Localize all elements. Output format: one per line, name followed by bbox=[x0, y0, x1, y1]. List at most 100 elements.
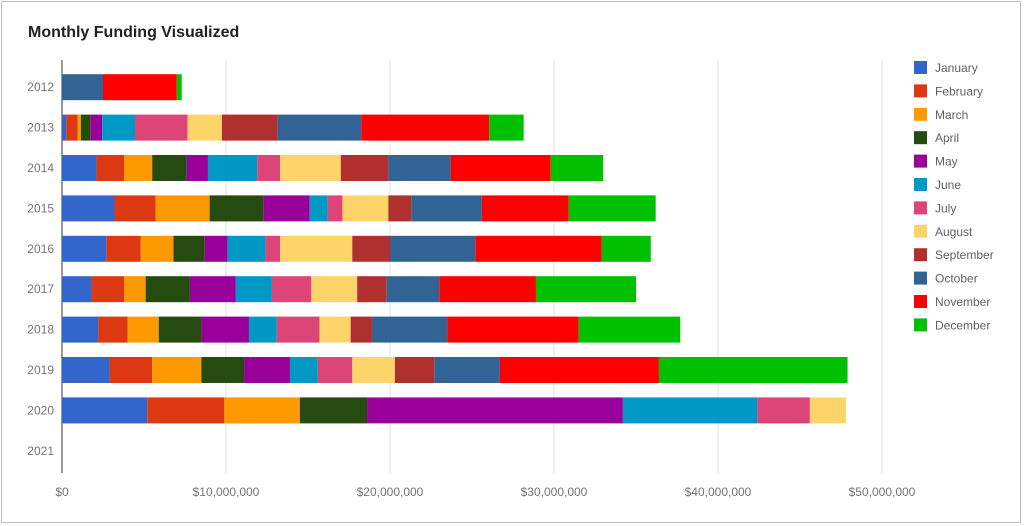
legend-swatch bbox=[914, 295, 927, 308]
bar-segment bbox=[265, 235, 281, 262]
bar-segment bbox=[102, 114, 135, 141]
x-tick-label: $10,000,000 bbox=[193, 485, 260, 499]
legend-swatch bbox=[914, 318, 927, 332]
bar-segment bbox=[207, 155, 258, 181]
bar-segment bbox=[257, 155, 281, 181]
bar-segment bbox=[568, 195, 656, 222]
bar-segment bbox=[475, 235, 602, 262]
bar-segment bbox=[350, 316, 372, 343]
bar-segment bbox=[757, 397, 810, 424]
bar-segment bbox=[62, 316, 99, 343]
legend-swatch bbox=[914, 84, 927, 98]
legend-label: September bbox=[935, 248, 994, 262]
bar-segment bbox=[66, 114, 78, 141]
bar-segment bbox=[62, 195, 115, 222]
bar-segment bbox=[124, 155, 153, 181]
legend-swatch bbox=[914, 248, 927, 262]
bar-segment bbox=[535, 276, 636, 303]
bar-segment bbox=[201, 316, 249, 343]
legend-swatch bbox=[914, 224, 927, 238]
bar-segment bbox=[62, 114, 67, 141]
bar-segment bbox=[499, 357, 659, 383]
bar-segment bbox=[209, 195, 264, 222]
bar-segment bbox=[276, 316, 320, 343]
x-axis-ticks: $0 $10,000,000 $20,000,000 $30,000,000 $40,0… bbox=[55, 485, 915, 499]
bar-segment bbox=[386, 276, 440, 303]
y-tick-label: 2012 bbox=[27, 80, 54, 94]
y-tick-label: 2015 bbox=[27, 201, 54, 215]
bar-segment bbox=[450, 155, 551, 181]
legend-swatch bbox=[914, 61, 927, 74]
legend-label: December bbox=[935, 318, 990, 332]
bar-segment bbox=[186, 155, 208, 181]
y-tick-label: 2018 bbox=[27, 323, 54, 337]
bar-segment bbox=[340, 155, 389, 181]
bar-segment bbox=[98, 316, 128, 343]
bar-segment bbox=[176, 74, 182, 101]
bar-segment bbox=[352, 357, 395, 383]
bar-segment bbox=[235, 276, 272, 303]
bar-segment bbox=[317, 357, 353, 383]
bar-segment bbox=[601, 235, 651, 262]
legend-label: July bbox=[935, 201, 956, 215]
bar-segment bbox=[394, 357, 435, 383]
bar-segment bbox=[152, 357, 202, 383]
bar-segment bbox=[352, 235, 390, 262]
bar-segment bbox=[658, 357, 848, 383]
chart-title: Monthly Funding Visualized bbox=[28, 24, 240, 41]
bar-segment bbox=[145, 276, 190, 303]
bar-segment bbox=[134, 114, 188, 141]
bar-segment bbox=[91, 276, 125, 303]
bar-segment bbox=[77, 114, 81, 141]
bar-segment bbox=[96, 155, 125, 181]
y-tick-label: 2019 bbox=[27, 363, 54, 377]
legend-swatch bbox=[914, 201, 927, 215]
bar-segment bbox=[224, 397, 300, 424]
x-tick-label: $40,000,000 bbox=[685, 485, 752, 499]
bar-segment bbox=[62, 155, 97, 181]
bar-segment bbox=[263, 195, 310, 222]
bar-segment bbox=[367, 397, 623, 424]
y-axis-ticks: 2012 2013 2014 2015 2016 2017 2018 2019 2020 2021 bbox=[27, 80, 54, 458]
bar-segment bbox=[80, 114, 91, 141]
x-tick-label: $0 bbox=[55, 485, 69, 499]
legend-label: January bbox=[935, 61, 978, 75]
bar-segment bbox=[390, 235, 476, 262]
bar-segment bbox=[299, 397, 368, 424]
y-tick-label: 2014 bbox=[27, 161, 54, 175]
bar-segment bbox=[271, 276, 312, 303]
bar-segment bbox=[187, 114, 222, 141]
bar-segment bbox=[622, 397, 758, 424]
bar-segment bbox=[447, 316, 579, 343]
legend-label: February bbox=[935, 84, 983, 98]
bar-segment bbox=[309, 195, 328, 222]
bar-segment bbox=[147, 397, 225, 424]
bar-segment bbox=[201, 357, 245, 383]
bar-segment bbox=[371, 316, 448, 343]
bar-segment bbox=[152, 155, 187, 181]
bar-segment bbox=[578, 316, 681, 343]
legend-swatch bbox=[914, 271, 927, 285]
legend-label: June bbox=[935, 178, 961, 192]
legend-swatch bbox=[914, 131, 927, 145]
y-tick-label: 2016 bbox=[27, 242, 54, 256]
x-tick-label: $30,000,000 bbox=[521, 485, 588, 499]
y-tick-label: 2013 bbox=[27, 121, 54, 135]
legend-label: November bbox=[935, 295, 990, 309]
bar-segment bbox=[114, 195, 156, 222]
legend: January February March April May June July Augu… bbox=[914, 61, 994, 332]
legend-swatch bbox=[914, 178, 927, 191]
bar-segment bbox=[311, 276, 358, 303]
bar-segment bbox=[388, 195, 412, 222]
bar-segment bbox=[357, 276, 387, 303]
bar-segment bbox=[127, 316, 159, 343]
bar-segment bbox=[481, 195, 569, 222]
bar-segment bbox=[173, 235, 205, 262]
bar-segment bbox=[280, 155, 341, 181]
bar-segment bbox=[62, 235, 107, 262]
bar-segment bbox=[342, 195, 389, 222]
bar-segment bbox=[204, 235, 228, 262]
bar-segment bbox=[550, 155, 604, 181]
bar-segment bbox=[221, 114, 278, 141]
